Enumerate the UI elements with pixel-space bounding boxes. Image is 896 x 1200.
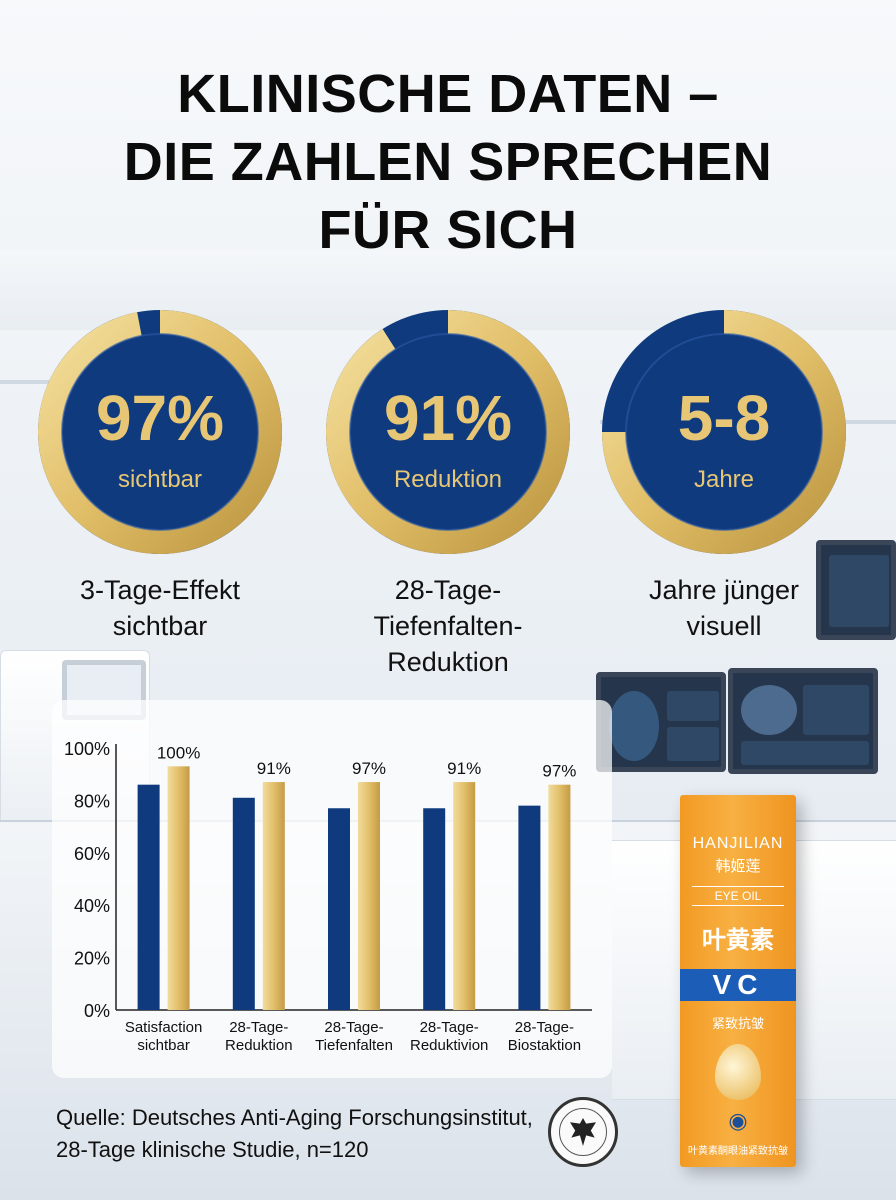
eye-icon: ◉ [728, 1108, 748, 1133]
y-tick-label: 60% [74, 844, 110, 864]
product-type: EYE OIL [692, 886, 784, 906]
ring-graphic [602, 310, 846, 554]
data-label: 100% [157, 743, 200, 762]
x-tick-label: Reduktivion [410, 1037, 488, 1054]
stat-caption: 3-Tage-Effekt sichtbar [79, 575, 241, 641]
product-box: HANJILIAN 韩姬莲 EYE OIL 叶黄素 VC 紧致抗皱 ◉ 叶黄素酮… [680, 795, 796, 1167]
product-vc-label: VC [680, 969, 796, 1001]
stat-card-1: 97% sichtbar 3-Tage-Effekt sichtbar [30, 310, 290, 644]
y-tick-label: 100% [64, 739, 110, 759]
data-label: 91% [257, 759, 291, 778]
progress-ring: 97% sichtbar [38, 310, 282, 554]
bar-navy [423, 808, 446, 1010]
x-tick-label: 28-Tage- [229, 1019, 288, 1036]
institute-seal-icon [548, 1097, 618, 1167]
bar-gold [262, 782, 285, 1010]
stat-unit: Reduktion [393, 466, 503, 493]
x-tick-label: 28-Tage- [324, 1019, 383, 1036]
x-tick-label: 28-Tage- [420, 1019, 479, 1036]
stat-value: 91% [383, 382, 513, 454]
source-line-1: Quelle: Deutsches Anti-Aging Forschungsi… [56, 1105, 533, 1130]
bar-gold [453, 782, 476, 1010]
stat-caption: 28-Tage- Tiefenfalten- Reduktion [373, 575, 523, 677]
bar-gold [548, 784, 571, 1010]
oil-drop-icon [715, 1044, 761, 1100]
product-brand-cn: 韩姬莲 [715, 858, 761, 875]
bar-gold [358, 782, 380, 1010]
bar-navy [518, 805, 541, 1010]
bar-chart-panel: 0% 20% 40% 60% 80% 100% 100% Satisfaction sichtb… [52, 700, 612, 1078]
bar-navy [137, 784, 160, 1010]
y-tick-label: 40% [74, 896, 110, 916]
bar-chart: 0% 20% 40% 60% 80% 100% 100% Satisfactionsichtb… [64, 739, 592, 1054]
stat-card-3: 5-8 Jahre Jahre jünger visuell [594, 310, 854, 644]
bar-navy [328, 808, 350, 1010]
data-label: 97% [352, 759, 386, 778]
bar-navy [232, 797, 255, 1010]
product-name-cn: 叶黄素 [702, 927, 774, 954]
product-footer-cn: 叶黄素酮眼油紧致抗皱 [688, 1146, 788, 1157]
stat-value: 5-8 [677, 382, 771, 454]
x-tick-label: sichtbar [137, 1037, 190, 1054]
page-title: KLINISCHE DATEN – DIE ZAHLEN SPRECHEN FÜ… [0, 60, 896, 264]
product-claim-cn: 紧致抗皱 [711, 1016, 764, 1031]
y-tick-label: 80% [74, 791, 110, 811]
source-note: Quelle: Deutsches Anti-Aging Forschungsi… [56, 1102, 533, 1166]
title-line-1: KLINISCHE DATEN – [177, 64, 719, 124]
progress-ring: 5-8 Jahre [602, 310, 846, 554]
x-tick-label: Reduktion [225, 1037, 293, 1054]
product-brand: HANJILIAN [692, 835, 784, 852]
data-label: 91% [447, 759, 481, 778]
stat-card-2: 91% Reduktion 28-Tage- Tiefenfalten- Redukt… [318, 310, 578, 680]
y-tick-label: 20% [74, 949, 110, 969]
x-tick-label: Biostaktion [508, 1037, 581, 1054]
progress-ring: 91% Reduktion [326, 310, 570, 554]
source-line-2: 28-Tage klinische Studie, n=120 [56, 1137, 369, 1162]
bar-gold [167, 766, 190, 1010]
stat-unit: sichtbar [117, 466, 203, 493]
x-tick-label: 28-Tage- [515, 1019, 574, 1036]
y-tick-label: 0% [84, 1001, 110, 1021]
ring-graphic [326, 310, 570, 554]
title-line-3: FÜR SICH [318, 200, 578, 260]
data-label: 97% [542, 762, 576, 781]
x-tick-label: Tiefenfalten [315, 1037, 393, 1054]
title-line-2: DIE ZAHLEN SPRECHEN [123, 132, 773, 192]
x-tick-label: Satisfaction [125, 1019, 203, 1036]
stat-value: 97% [95, 382, 225, 454]
stat-unit: Jahre [693, 466, 755, 493]
stat-caption: Jahre jünger visuell [648, 575, 800, 641]
ring-graphic [38, 310, 282, 554]
